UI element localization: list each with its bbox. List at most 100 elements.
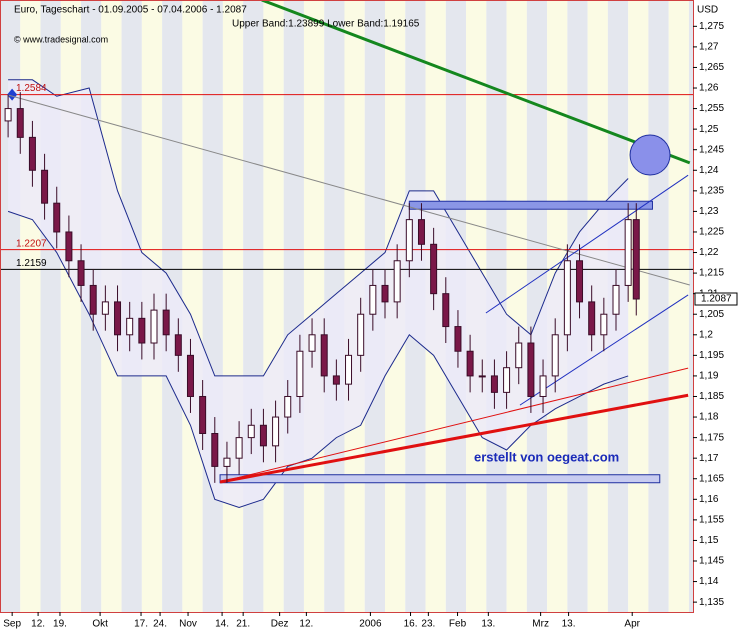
candle-body [89, 284, 97, 315]
y-axis-label: USD [697, 5, 718, 16]
trend-line [219, 393, 689, 484]
candle-body [600, 313, 608, 336]
y-tick-label: 1,225 [699, 227, 724, 238]
last-price-box [694, 292, 738, 306]
trend-line [261, 0, 691, 165]
candle-body [101, 301, 109, 315]
plot: 1.2584 1.2207 1.2159 [0, 0, 693, 509]
lower-band [7, 210, 629, 509]
x-tick-label: Nov [179, 619, 197, 630]
y-tick-label: 1,215 [699, 268, 724, 279]
candle-body [247, 424, 255, 439]
candle-body [223, 457, 231, 467]
candle-body [332, 375, 340, 385]
target-circle [629, 134, 671, 176]
candle-body [259, 424, 267, 447]
x-tick-label: 23. [421, 619, 435, 630]
y-tick-label: 1,235 [699, 185, 724, 196]
y-tick-label: 1,255 [699, 103, 724, 114]
candle-body [126, 317, 134, 336]
candle-body [186, 354, 194, 397]
candle-body [77, 260, 85, 286]
stripe [526, 0, 548, 612]
candle-body [576, 260, 584, 303]
last-price-label: 1.2087 [701, 294, 732, 305]
trend-line [7, 94, 690, 286]
y-tick-label: 1,145 [699, 556, 724, 567]
y-tick-label: 1,175 [699, 432, 724, 443]
h-line-label: 1.2584 [16, 83, 47, 94]
candle-body [466, 350, 474, 377]
x-tick-label: 2006 [359, 619, 382, 630]
stripe [688, 0, 693, 612]
trend-line [485, 174, 689, 314]
y-tick-label: 1,24 [699, 165, 719, 176]
y-tick-label: 1,15 [699, 535, 719, 546]
stripe [202, 0, 223, 612]
candle-body [174, 334, 182, 356]
y-tick-label: 1,275 [699, 21, 724, 32]
y-tick-label: 1,23 [699, 206, 719, 217]
candle-body [588, 301, 596, 336]
candle-body [478, 375, 486, 378]
candle-body [405, 219, 413, 262]
candle-body [369, 284, 377, 315]
x-tick-label: Dez [271, 619, 289, 630]
candle-body [624, 219, 632, 286]
candle-body [539, 375, 547, 397]
x-tick-label: 12. [31, 619, 45, 630]
candle-body [393, 260, 401, 303]
candle-body [296, 350, 304, 397]
band-label: Upper Band:1.23899 Lower Band:1.19165 [232, 19, 420, 30]
marker-diamond [7, 88, 18, 101]
x-tick-label: 16. [404, 619, 418, 630]
y-tick-label: 1,155 [699, 515, 724, 526]
stripe [668, 0, 689, 612]
x-tick-label: 13. [481, 619, 495, 630]
candle-body [442, 293, 450, 328]
chart-title: Euro, Tageschart - 01.09.2005 - 07.04.20… [14, 5, 247, 16]
candle-body [527, 342, 535, 397]
y-tick-label: 1,22 [699, 247, 719, 258]
x-tick-label: Feb [449, 619, 467, 630]
x-tick-label: 21. [236, 619, 250, 630]
y-tick-label: 1,2 [699, 329, 713, 340]
x-tick-label: 24. [153, 619, 167, 630]
x-tick-label: 13. [562, 619, 576, 630]
y-tick-label: 1,165 [699, 473, 724, 484]
h-line-label: 1.2159 [16, 258, 47, 269]
stripe [628, 0, 649, 612]
candle-body [41, 169, 49, 204]
stripe [243, 0, 264, 612]
stripe [506, 0, 527, 612]
x-tick-label: Okt [92, 619, 108, 630]
y-tick-label: 1,16 [699, 494, 719, 505]
y-tick-label: 1,19 [699, 371, 719, 382]
candle-body [28, 136, 36, 171]
y-tick-label: 1,245 [699, 144, 724, 155]
x-tick-label: Mrz [532, 619, 549, 630]
y-tick-label: 1,205 [699, 309, 724, 320]
candle-body [551, 334, 559, 377]
candle-body [199, 395, 207, 434]
candle-body [235, 437, 243, 459]
x-tick-label: Apr [624, 619, 640, 630]
x-tick-label: 14. [215, 619, 229, 630]
candle-body [320, 334, 328, 377]
candle-body [272, 416, 280, 447]
candle-body [162, 309, 170, 336]
stripe [182, 0, 203, 612]
candle-body [503, 367, 511, 393]
candle-body [284, 395, 292, 418]
candle-body [138, 317, 146, 344]
y-tick-label: 1,25 [699, 124, 719, 135]
y-tick-label: 1,265 [699, 62, 724, 73]
y-tick-label: 1,18 [699, 412, 719, 423]
candle-body [16, 108, 24, 138]
candle-body [612, 284, 620, 315]
y-tick-label: 1,195 [699, 350, 724, 361]
candle-body [454, 326, 462, 352]
x-tick-label: 12. [299, 619, 313, 630]
stripe [222, 0, 244, 612]
